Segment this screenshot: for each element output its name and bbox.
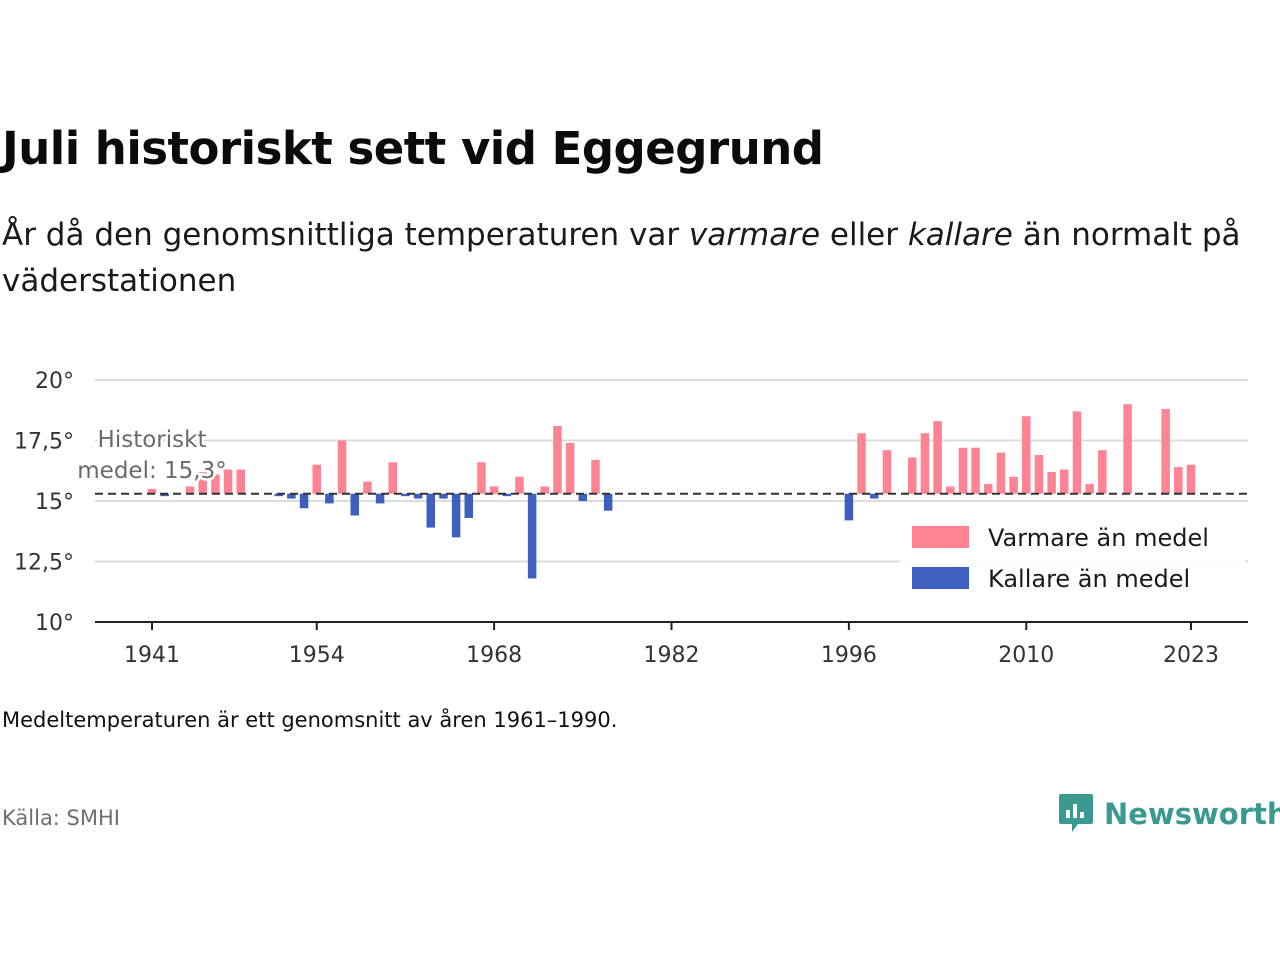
bar-colder — [274, 493, 283, 497]
brand-name: Newsworthy — [1104, 797, 1280, 831]
bar-warmer — [515, 476, 524, 494]
bar-warmer — [236, 469, 245, 494]
bar-warmer — [363, 481, 372, 494]
bar-warmer — [933, 421, 942, 494]
bar-colder — [299, 493, 309, 509]
bar-warmer — [1085, 484, 1094, 494]
x-tick-label: 1954 — [289, 643, 345, 668]
bar-warmer — [920, 433, 930, 494]
bar-colder — [451, 493, 461, 538]
bar-warmer — [857, 433, 866, 494]
bar-warmer — [337, 440, 347, 494]
bar-warmer — [147, 488, 157, 494]
bar-colder — [426, 493, 436, 528]
bar-colder — [413, 493, 423, 499]
bar-colder — [603, 493, 613, 511]
x-tick-label: 1982 — [644, 643, 700, 668]
y-tick-label: 10° — [35, 611, 74, 636]
y-tick-label: 17,5° — [14, 430, 74, 455]
bar-colder — [464, 493, 474, 518]
bar-warmer — [388, 462, 398, 494]
bar-warmer — [1022, 416, 1031, 494]
bar-colder — [350, 493, 359, 516]
bar-warmer — [1034, 455, 1044, 494]
bar-warmer — [185, 486, 195, 494]
bar-colder — [869, 493, 879, 499]
x-tick-label: 1968 — [466, 643, 522, 668]
bar-warmer — [211, 474, 220, 494]
bar-colder — [160, 493, 169, 497]
bar-warmer — [489, 486, 499, 494]
subtitle-emphasis-colder: kallare — [907, 217, 1013, 253]
x-tick-label: 2010 — [998, 643, 1054, 668]
bar-warmer — [553, 425, 562, 494]
bar-colder — [527, 493, 537, 579]
bar-warmer — [984, 484, 993, 494]
bar-warmer — [1174, 467, 1183, 494]
y-tick-label: 12,5° — [14, 551, 74, 576]
x-axis-ticks: 1941 1954 1968 1982 1996 2010 2023 — [124, 622, 1219, 668]
bar-colder — [325, 493, 334, 504]
bar-colder — [287, 493, 296, 499]
newsworthy-logo-icon — [1059, 794, 1093, 832]
legend-label-warmer: Varmare än medel — [988, 524, 1209, 552]
legend-label-colder: Kallare än medel — [988, 565, 1190, 593]
historical-average-label-line2: medel: 15,3° — [77, 458, 226, 484]
x-tick-label: 2023 — [1163, 643, 1219, 668]
bar-colder — [502, 493, 512, 497]
x-tick-label: 1941 — [124, 643, 180, 668]
footnote: Medeltemperaturen är ett genomsnitt av å… — [2, 708, 618, 732]
bar-warmer — [1047, 471, 1056, 494]
subtitle-emphasis-warmer: varmare — [688, 217, 821, 253]
newsworthy-logo: Newsworthy — [1058, 790, 1280, 838]
historical-average-label-line1: Historiskt — [98, 427, 207, 453]
bar-warmer — [1009, 476, 1018, 494]
legend: Varmare än medel Kallare än medel — [900, 517, 1245, 607]
bar-warmer — [1072, 411, 1082, 494]
y-axis-ticks: 20° 17,5° 15° 12,5° 10° — [14, 369, 74, 636]
bar-warmer — [565, 442, 575, 494]
bars — [147, 404, 1196, 579]
bar-warmer — [945, 486, 955, 494]
subtitle-text-3: än normalt på väderstationen — [2, 217, 1241, 299]
x-tick-label: 1996 — [821, 643, 877, 668]
bar-colder — [844, 493, 854, 521]
bar-warmer — [1186, 464, 1196, 494]
bar-warmer — [971, 447, 980, 494]
chart-subtitle: År då den genomsnittliga temperaturen va… — [2, 212, 1262, 304]
bar-warmer — [1060, 469, 1069, 494]
bar-colder — [375, 493, 385, 504]
historical-average-label: Historiskt medel: 15,3° — [75, 425, 229, 487]
y-tick-label: 15° — [35, 490, 74, 515]
y-tick-label: 20° — [35, 369, 74, 394]
subtitle-text-1: År då den genomsnittliga temperaturen va… — [2, 217, 689, 253]
bar-warmer — [591, 459, 600, 494]
temperature-bar-chart: Historiskt medel: 15,3° 20° 17,5° 15° 12,5°… — [14, 369, 1248, 668]
bar-warmer — [1161, 409, 1170, 494]
bar-warmer — [1123, 404, 1132, 494]
bar-colder — [578, 493, 588, 501]
legend-swatch-warmer — [912, 526, 969, 548]
bar-warmer — [882, 450, 892, 494]
bar-warmer — [198, 471, 207, 494]
legend-swatch-colder — [912, 567, 969, 589]
subtitle-text-2: eller — [820, 217, 908, 253]
bar-warmer — [958, 447, 968, 494]
source-credit: Källa: SMHI — [2, 806, 120, 830]
bar-warmer — [540, 486, 550, 494]
bar-warmer — [223, 469, 233, 494]
bar-warmer — [1098, 450, 1107, 494]
bar-warmer — [907, 457, 917, 494]
chart-title: Juli historiskt sett vid Eggegrund — [2, 122, 824, 175]
bar-colder — [439, 493, 448, 499]
bar-warmer — [996, 452, 1006, 494]
bar-warmer — [477, 462, 486, 494]
bar-warmer — [312, 464, 321, 494]
bar-colder — [401, 493, 410, 497]
